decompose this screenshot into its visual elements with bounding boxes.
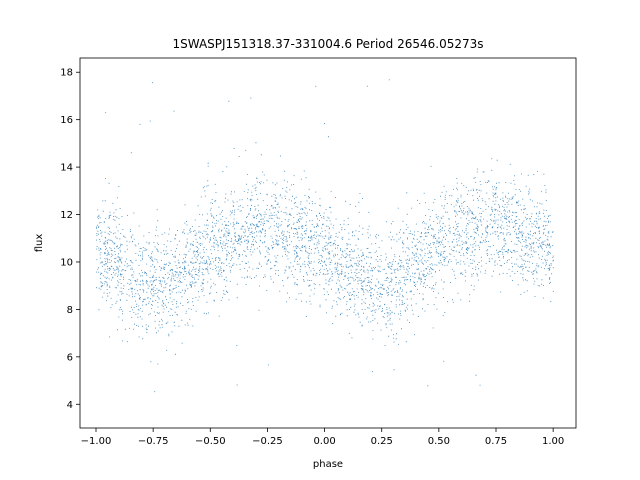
scatter-points (96, 79, 554, 393)
y-tick-label: 4 (67, 400, 73, 411)
y-tick-label: 14 (60, 163, 73, 174)
x-axis-ticks: −1.00 −0.75 −0.50 −0.25 0.00 0.25 0.50 0.75 1.00 (81, 428, 564, 447)
x-tick-label: −0.25 (252, 436, 283, 447)
y-axis-label: flux (34, 234, 45, 253)
y-tick-label: 18 (60, 68, 73, 79)
x-tick-label: 0.75 (485, 436, 507, 447)
data-points (96, 79, 554, 393)
y-tick-label: 10 (60, 257, 73, 268)
chart-title: 1SWASPJ151318.37-331004.6 Period 26546.0… (172, 37, 483, 51)
x-tick-label: −0.75 (138, 436, 169, 447)
y-tick-label: 6 (67, 352, 73, 363)
x-tick-label: −1.00 (81, 436, 112, 447)
x-tick-label: −0.50 (195, 436, 226, 447)
x-tick-label: 0.00 (313, 436, 335, 447)
x-tick-label: 1.00 (542, 436, 564, 447)
y-tick-label: 8 (67, 305, 73, 316)
plot-frame (79, 57, 577, 429)
y-tick-label: 16 (60, 115, 73, 126)
y-axis-ticks: 4 6 8 10 12 14 16 18 (60, 68, 80, 411)
x-tick-label: 0.25 (371, 436, 393, 447)
x-axis-label: phase (313, 459, 343, 470)
y-tick-label: 12 (60, 210, 73, 221)
x-tick-label: 0.50 (428, 436, 450, 447)
